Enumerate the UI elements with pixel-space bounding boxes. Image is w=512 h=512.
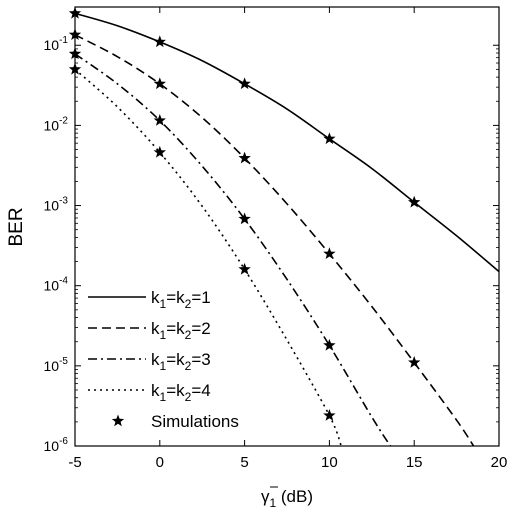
series-lines: [74, 12, 500, 447]
simulation-point: [238, 77, 251, 90]
legend-text: =k: [166, 381, 185, 400]
legend-label-3: k1=k2=3: [151, 350, 211, 373]
legend-text: =k: [166, 319, 185, 338]
simulation-point: [68, 6, 82, 19]
x-axis-label-symbol: γ: [261, 487, 270, 506]
legend-label-4: k1=k2=4: [151, 381, 211, 404]
y-axis-label: BER: [6, 207, 27, 246]
legend-text: =1: [191, 288, 210, 307]
y-tick-label: 10-6: [44, 436, 69, 454]
x-tick-label: 0: [156, 454, 164, 471]
series-line-1: [74, 12, 500, 273]
simulation-point: [68, 28, 82, 41]
legend-text: k: [151, 350, 160, 369]
legend-text: =k: [166, 288, 185, 307]
simulation-point: [238, 151, 251, 164]
legend-text: k: [151, 319, 160, 338]
y-tick-base: 10: [44, 117, 60, 133]
y-tick-exp: -3: [59, 196, 68, 207]
simulation-point: [323, 247, 336, 260]
plot-frame: [74, 6, 500, 447]
y-tick-label: 10-2: [44, 115, 69, 133]
legend-sub: 1: [160, 390, 167, 404]
simulation-point: [153, 35, 166, 48]
x-axis-label-unit: (dB): [276, 487, 313, 506]
simulation-point: [153, 145, 166, 158]
simulation-point: [323, 409, 336, 421]
legend-sub: 1: [160, 328, 167, 342]
y-tick-base: 10: [44, 198, 60, 214]
y-tick-exp: -6: [59, 436, 68, 447]
svg-text:γ1 (dB): γ1 (dB): [261, 487, 313, 510]
x-tick-label: 5: [240, 454, 248, 471]
legend-text: k: [151, 288, 160, 307]
y-tick-exp: -4: [59, 276, 68, 287]
x-tick-label: -5: [68, 454, 81, 471]
simulation-point: [238, 212, 251, 225]
legend-sub: 2: [185, 359, 192, 373]
x-axis-label-sub: 1: [269, 496, 276, 510]
legend-marker-simulations: [111, 414, 125, 427]
simulation-point: [238, 262, 251, 275]
simulation-point: [323, 132, 336, 145]
simulation-point: [153, 77, 166, 90]
legend-sub: 2: [185, 390, 192, 404]
y-tick-label: 10-3: [44, 196, 69, 214]
legend-label-1: k1=k2=1: [151, 288, 211, 311]
x-tick-label: 15: [406, 454, 423, 471]
y-tick-label: 10-1: [44, 35, 69, 53]
legend-text: k: [151, 381, 160, 400]
simulation-point: [68, 47, 82, 60]
legend-text: Simulations: [151, 412, 239, 431]
legend-sub: 2: [185, 328, 192, 342]
legend-label-5: Simulations: [151, 412, 239, 431]
y-tick-base: 10: [44, 438, 60, 454]
legend-text: =2: [191, 319, 210, 338]
legend-sub: 1: [160, 359, 167, 373]
x-tick-label: 20: [491, 454, 508, 471]
simulation-point: [153, 114, 166, 126]
simulation-point: [323, 338, 336, 351]
y-tick-label: 10-5: [44, 356, 69, 374]
legend-text: =4: [191, 381, 210, 400]
simulation-markers: [68, 6, 421, 421]
y-tick-base: 10: [44, 358, 60, 374]
y-tick-exp: -2: [59, 115, 68, 126]
legend-sub: 1: [160, 297, 167, 311]
series-line-2: [74, 34, 475, 447]
legend-sub: 2: [185, 297, 192, 311]
series-line-4: [74, 68, 343, 447]
simulation-point: [408, 356, 421, 368]
legend-text: =3: [191, 350, 210, 369]
y-tick-exp: -1: [59, 35, 68, 46]
x-tick-label: 10: [321, 454, 338, 471]
y-tick-exp: -5: [59, 356, 68, 367]
legend-label-2: k1=k2=2: [151, 319, 211, 342]
y-tick-base: 10: [44, 37, 60, 53]
simulation-point: [408, 195, 421, 208]
x-axis-label: γ1 (dB): [261, 486, 313, 510]
simulation-point: [68, 62, 82, 75]
legend-text: =k: [166, 350, 185, 369]
y-tick-label: 10-4: [44, 276, 69, 294]
y-tick-base: 10: [44, 278, 60, 294]
